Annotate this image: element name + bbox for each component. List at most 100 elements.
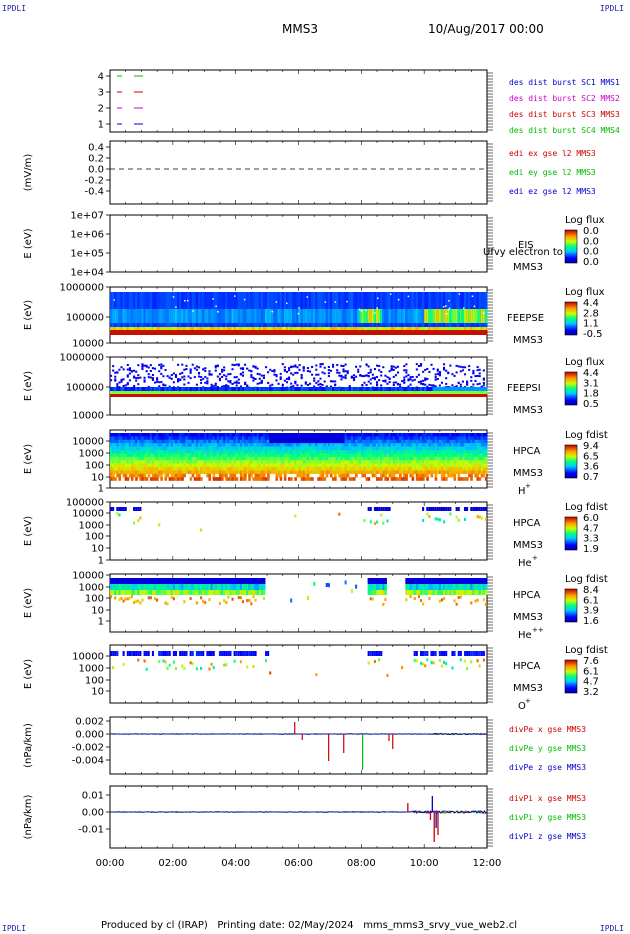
spectrogram-cell (382, 456, 385, 461)
spectrogram-cell (135, 394, 138, 397)
spectrogram-cell (436, 372, 439, 375)
spectrogram-cell (375, 463, 379, 468)
spectrogram-cell (195, 453, 199, 457)
spectrogram-cell (403, 391, 406, 394)
legend-entry: edi ex gse l2 MMS3 (509, 149, 596, 158)
spectrogram-cell (156, 391, 159, 394)
spectrogram-cell (484, 517, 487, 521)
spectrogram-cell (181, 463, 184, 468)
spectrogram-cell (334, 470, 337, 474)
spectrogram-cell (426, 391, 429, 394)
spectrogram-cell (300, 330, 304, 335)
spectrogram-cell (308, 463, 312, 468)
spectrogram-cell (319, 330, 323, 335)
spectrogram-cell (453, 450, 457, 454)
spectrogram-cell (208, 327, 212, 330)
spectrogram-cell (484, 327, 488, 330)
spectrogram-cell (112, 507, 115, 511)
spectrogram-cell (170, 436, 174, 440)
spectrogram-cell (378, 394, 381, 397)
spectrogram-cell (451, 446, 454, 451)
spectrogram-cell (478, 460, 482, 464)
spectrogram-cell (181, 446, 184, 451)
spectrogram-cell (340, 378, 343, 381)
spectrogram-cell (267, 394, 270, 397)
spectrogram-cell (334, 450, 337, 454)
spectrogram-cell (269, 368, 272, 371)
spectrogram-cell (122, 507, 125, 511)
spectrogram-cell (432, 385, 435, 388)
spectrogram-cell (461, 453, 465, 457)
spectrogram-cell (338, 394, 341, 397)
spectrogram-cell (267, 371, 270, 374)
y-tick-label: 100000 (66, 383, 104, 394)
spectrogram-cell (373, 387, 377, 393)
spectrogram-cell (145, 463, 149, 468)
spectrogram-cell (200, 453, 203, 457)
spectrogram-cell (283, 436, 287, 440)
spectrogram-cell (170, 309, 174, 323)
spectrogram-cell (153, 463, 157, 468)
spectrogram-cell (415, 309, 419, 323)
spectrogram-cell (361, 433, 364, 437)
spectrogram-cell (277, 463, 281, 468)
spectrogram-cell (212, 309, 216, 323)
spectrogram-cell (141, 309, 145, 323)
spectrogram-cell (449, 433, 452, 437)
spectrogram-cell (457, 387, 461, 393)
spectrogram-cell (179, 477, 182, 481)
spectrogram-cell (160, 309, 163, 323)
spectrogram-cell (296, 470, 299, 474)
spectrogram-cell (179, 387, 182, 393)
spectrogram-cell (378, 467, 381, 471)
spectrogram-cell (210, 391, 214, 394)
spectrogram-cell (306, 327, 310, 330)
spectrogram-cell (212, 436, 216, 440)
spectrogram-cell (221, 470, 224, 474)
spectrogram-cell (116, 385, 119, 388)
spectrogram-cell (352, 450, 356, 454)
spectrogram-cell (348, 446, 352, 451)
spectrogram-cell (210, 450, 214, 454)
spectrogram-cell (120, 378, 123, 381)
spectrogram-cell (149, 364, 152, 367)
spectrogram-cell (323, 446, 327, 451)
spectrogram-cell (340, 473, 343, 478)
spectrogram-cell (472, 450, 475, 454)
spectrogram-cell (185, 330, 188, 335)
spectrogram-cell (392, 327, 396, 330)
spectrogram-cell (126, 394, 130, 397)
spectrogram-cell (200, 330, 203, 335)
spectrogram-cell (348, 391, 352, 394)
spectrogram-cell (386, 376, 389, 379)
spectrogram-cell (279, 327, 283, 330)
spectrogram-cell (419, 467, 423, 471)
spectrogram-cell (221, 309, 224, 323)
spectrogram-cell (195, 436, 199, 440)
spectrogram-cell (204, 436, 207, 440)
spectrogram-cell (271, 460, 274, 464)
spectrogram-cell (262, 460, 266, 464)
spectrogram-cell (315, 443, 318, 447)
spectrogram-cell (430, 327, 434, 330)
spectrogram-cell (241, 473, 245, 478)
spectrogram-cell (252, 433, 256, 437)
spectrogram-cell (189, 446, 193, 451)
spectrogram-cell (445, 369, 448, 372)
colorbar-tick-label: 3.1 (583, 378, 599, 389)
spectrogram-cell (445, 391, 448, 394)
spectrogram-cell (304, 309, 308, 323)
spectrogram-cell (476, 383, 479, 386)
spectrogram-cell (346, 394, 350, 397)
spectrogram-cell (262, 443, 266, 447)
spectrogram-cell (258, 456, 262, 461)
spectrogram-cell (434, 517, 437, 521)
spectrogram-cell (252, 470, 256, 474)
spectrogram-cell (340, 456, 343, 461)
spectrogram-cell (443, 473, 446, 478)
spectrogram-cell (250, 387, 253, 393)
spectrogram-cell (317, 387, 320, 393)
spectrogram-cell (292, 309, 295, 323)
spectrogram-cell (223, 470, 226, 474)
spectrogram-cell (306, 383, 309, 386)
